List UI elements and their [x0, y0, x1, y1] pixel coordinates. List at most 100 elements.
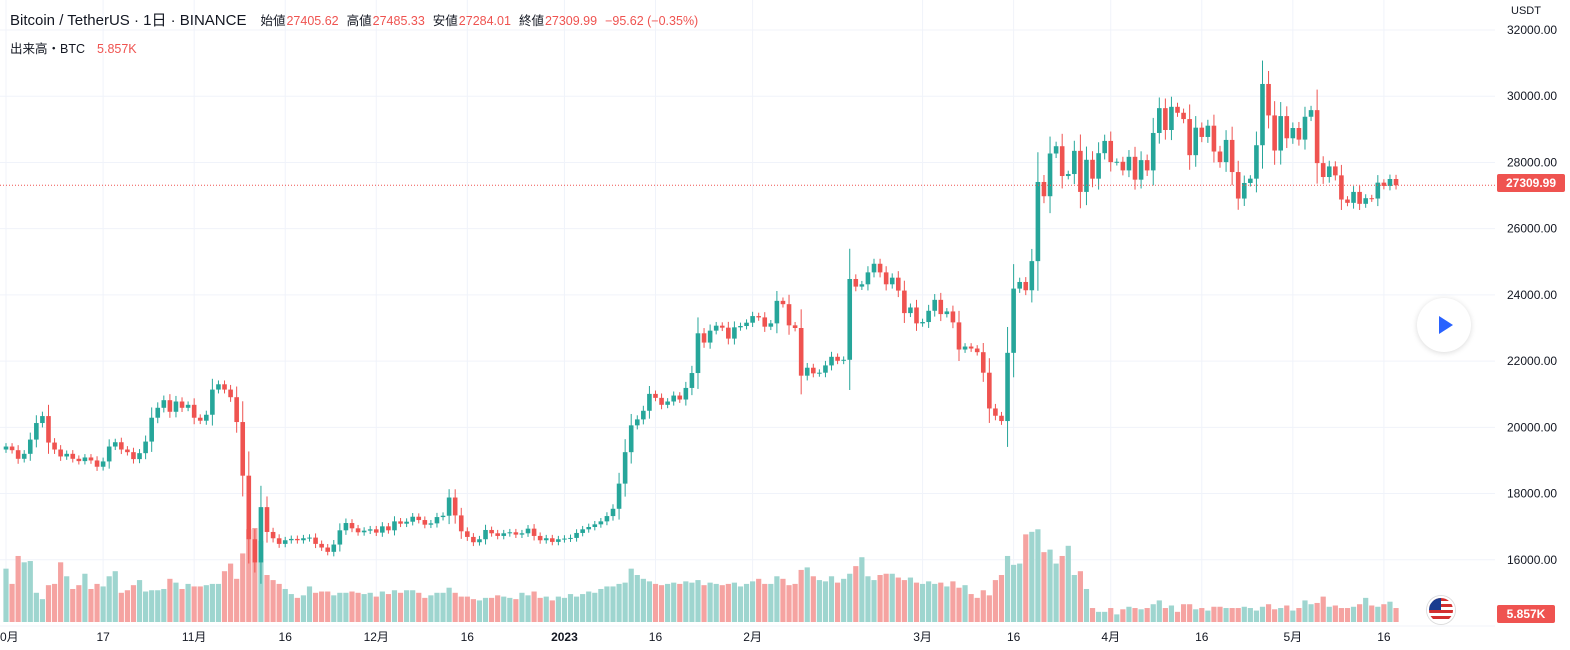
candle-body: [191, 404, 197, 418]
candle-body: [477, 539, 482, 543]
time-tick-label: 17: [96, 630, 110, 644]
time-tick-label: 4月: [1101, 630, 1120, 644]
time-axis[interactable]: 10月 17 11月 16 12月 16 2023 16 2月 3月 16 4月 16 5月 16: [0, 630, 1391, 644]
candle-body: [276, 538, 282, 544]
volume-bar: [543, 596, 549, 622]
candle-body: [525, 528, 531, 534]
volume-bar: [21, 562, 27, 622]
candle-body: [841, 359, 846, 361]
volume-bar: [1350, 606, 1357, 622]
candle-body: [993, 408, 998, 416]
candle-body: [507, 532, 513, 534]
candle-body: [94, 460, 100, 467]
volume-bar: [519, 592, 525, 622]
candle-body: [1138, 160, 1144, 180]
candle-body: [1108, 140, 1114, 163]
time-tick-label: 2月: [743, 630, 762, 644]
candle-body: [829, 356, 834, 366]
volume-bar: [1180, 604, 1187, 622]
volume-bar: [288, 594, 294, 622]
volume-bar: [683, 581, 689, 622]
volume-bar: [731, 582, 737, 622]
volume-bar: [452, 592, 458, 622]
volume-bar: [610, 586, 616, 622]
symbol-title[interactable]: Bitcoin / TetherUS · 1日 · BINANCE: [10, 12, 247, 29]
volume-bar: [221, 571, 228, 622]
volume-bar: [907, 577, 914, 622]
volume-bar: [1053, 563, 1059, 622]
candle-body: [1163, 108, 1168, 130]
volume-bar: [197, 586, 203, 622]
open-value: 27405.62: [286, 14, 339, 28]
play-button[interactable]: [1417, 298, 1471, 352]
candle-body: [1078, 150, 1083, 192]
volume-bar: [998, 575, 1005, 622]
play-icon: [1439, 316, 1453, 334]
volume-bars: [3, 528, 1399, 622]
candle-body: [465, 531, 470, 537]
candle-body: [119, 442, 124, 450]
candle-body: [392, 521, 397, 531]
candle-body: [1205, 125, 1211, 137]
candle-body: [373, 529, 379, 533]
us-flag-icon[interactable]: [1427, 596, 1455, 624]
candle-body: [592, 524, 598, 527]
volume-bar: [9, 583, 15, 622]
candle-body: [1199, 127, 1205, 137]
candle-body: [944, 311, 950, 315]
volume-bar: [665, 583, 671, 622]
candle-body: [416, 516, 422, 521]
price-tick-label: 16000.00: [1507, 553, 1557, 567]
volume-bar: [1023, 534, 1029, 622]
volume-bar: [1096, 611, 1102, 622]
candle-body: [1090, 159, 1095, 179]
volume-bar: [1272, 609, 1278, 622]
volume-bar: [331, 595, 337, 622]
time-tick-label: 11月: [182, 630, 206, 644]
candle-body: [665, 401, 670, 405]
candle-body: [634, 419, 640, 426]
volume-bar: [1314, 602, 1320, 622]
volume-bar: [646, 581, 653, 622]
currency-label[interactable]: USDT: [1511, 5, 1541, 17]
volume-bar: [1369, 605, 1375, 622]
volume-bar: [549, 600, 555, 622]
candle-body: [264, 507, 270, 532]
volume-bar: [337, 592, 343, 622]
last-volume-tag: 5.857K: [1497, 605, 1555, 623]
volume-label[interactable]: 出来高・BTC: [10, 42, 86, 56]
candle-body: [3, 446, 9, 450]
candle-body: [641, 410, 646, 420]
candle-body: [228, 389, 233, 398]
candle-body: [774, 300, 780, 324]
volume-bar: [877, 575, 883, 622]
candle-body: [883, 272, 889, 285]
candle-body: [804, 367, 810, 376]
candle-body: [562, 538, 567, 540]
volume-bar: [15, 555, 21, 622]
volume-bar: [1363, 597, 1369, 622]
last-price-tag: 27309.99: [1497, 174, 1565, 192]
candle-body: [428, 523, 434, 525]
candle-body: [295, 538, 300, 541]
candle-body: [1296, 128, 1302, 140]
candle-body: [82, 457, 88, 462]
volume-bar: [367, 592, 373, 622]
candle-body: [568, 537, 573, 539]
volume-bar: [1029, 531, 1035, 622]
volume-bar: [410, 590, 416, 622]
candle-body: [889, 277, 895, 285]
time-tick-label: 10月: [0, 630, 19, 644]
candle-body: [1308, 110, 1314, 117]
volume-bar: [756, 578, 762, 622]
candle-body: [1241, 182, 1247, 199]
price-axis[interactable]: 32000.00 30000.00 28000.00 26000.00 24000.00…: [1507, 23, 1557, 567]
price-tick-label: 28000.00: [1507, 155, 1557, 169]
candle-body: [1278, 116, 1283, 151]
volume-bar: [786, 585, 792, 622]
volume-bar: [865, 576, 871, 622]
volume-bar: [695, 580, 701, 622]
chart-grid: [0, 0, 1495, 627]
volume-bar: [822, 581, 829, 622]
